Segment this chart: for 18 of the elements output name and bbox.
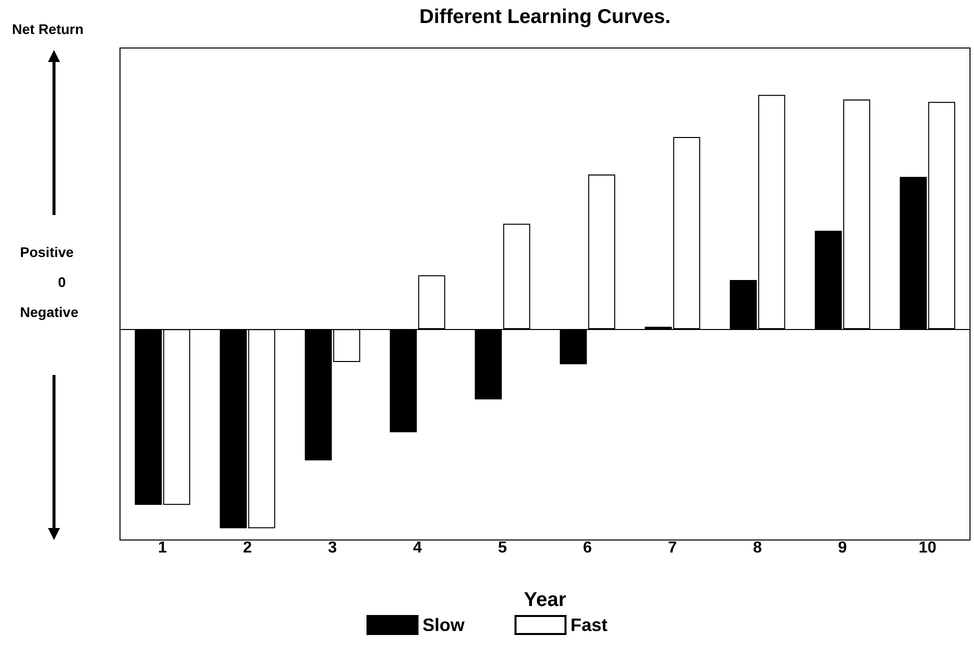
- x-tick-label: 2: [243, 540, 252, 556]
- chart-title: Different Learning Curves.: [419, 6, 671, 28]
- x-tick-label: 3: [328, 540, 338, 556]
- legend-label: Slow: [422, 615, 466, 635]
- x-tick-label: 4: [413, 540, 422, 556]
- x-tick-label: 7: [668, 540, 678, 556]
- x-tick-label: 10: [918, 540, 936, 556]
- x-axis-title: Year: [524, 589, 566, 611]
- x-tick-label: 8: [753, 540, 762, 556]
- legend-label: Fast: [570, 615, 608, 635]
- text: Positive: [20, 244, 74, 260]
- x-tick-label: 9: [838, 540, 848, 556]
- y-axis-title: Net Return: [12, 21, 84, 37]
- x-tick-label: 5: [498, 540, 508, 556]
- text: 0: [58, 274, 66, 290]
- x-tick-label: 1: [158, 540, 168, 556]
- x-tick-label: 6: [583, 540, 592, 556]
- text: Negative: [20, 304, 79, 320]
